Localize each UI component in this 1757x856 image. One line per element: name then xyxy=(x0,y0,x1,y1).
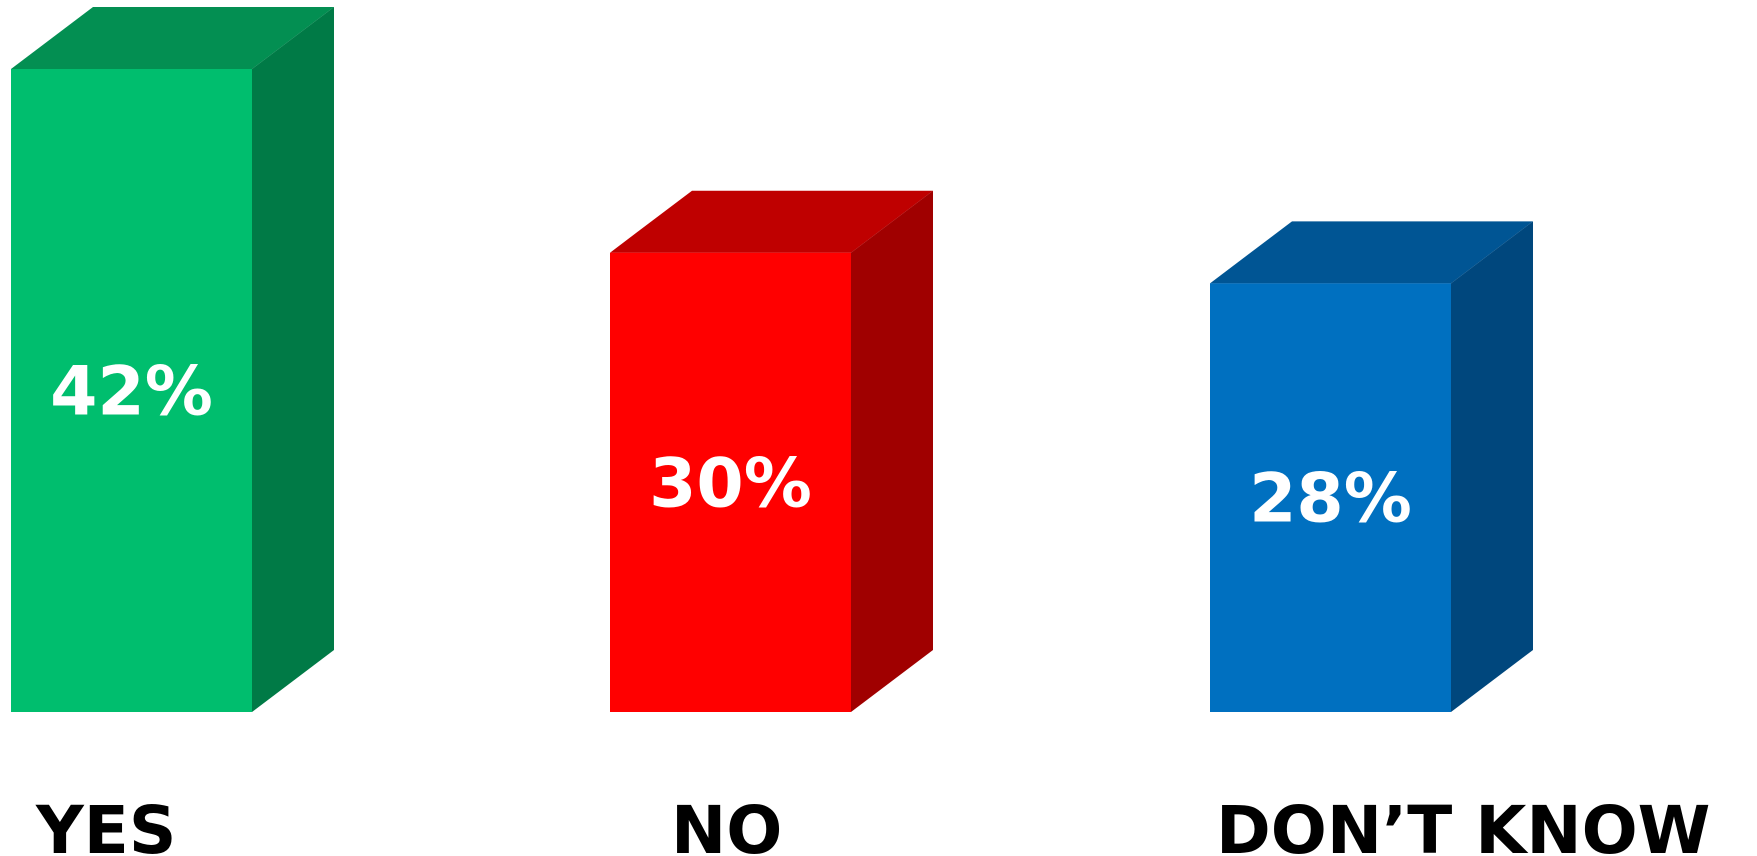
bar-front-no xyxy=(610,252,851,712)
bar-top-don-t-know xyxy=(1210,221,1533,284)
category-labels-group: YES NO DON’T KNOW xyxy=(35,792,1710,856)
bar-top-no xyxy=(610,190,933,253)
bar-side-yes xyxy=(252,7,334,712)
bar-yes: 42% xyxy=(11,7,334,712)
category-label-don-t-know: DON’T KNOW xyxy=(1216,792,1710,856)
value-label-no: 30% xyxy=(649,444,812,523)
bar-don-t-know: 28% xyxy=(1210,221,1533,713)
bar-front-yes xyxy=(11,69,252,712)
bar-side-no xyxy=(851,190,933,712)
category-label-yes: YES xyxy=(35,792,176,856)
bar-side-don-t-know xyxy=(1451,221,1533,713)
bar-front-don-t-know xyxy=(1210,283,1451,712)
category-label-no: NO xyxy=(671,792,782,856)
value-label-don-t-know: 28% xyxy=(1249,460,1412,539)
bars-group: 42% 30% 28% xyxy=(11,7,1533,713)
bar-top-yes xyxy=(11,7,334,69)
value-label-yes: 42% xyxy=(50,353,213,432)
bar-no: 30% xyxy=(610,190,933,712)
